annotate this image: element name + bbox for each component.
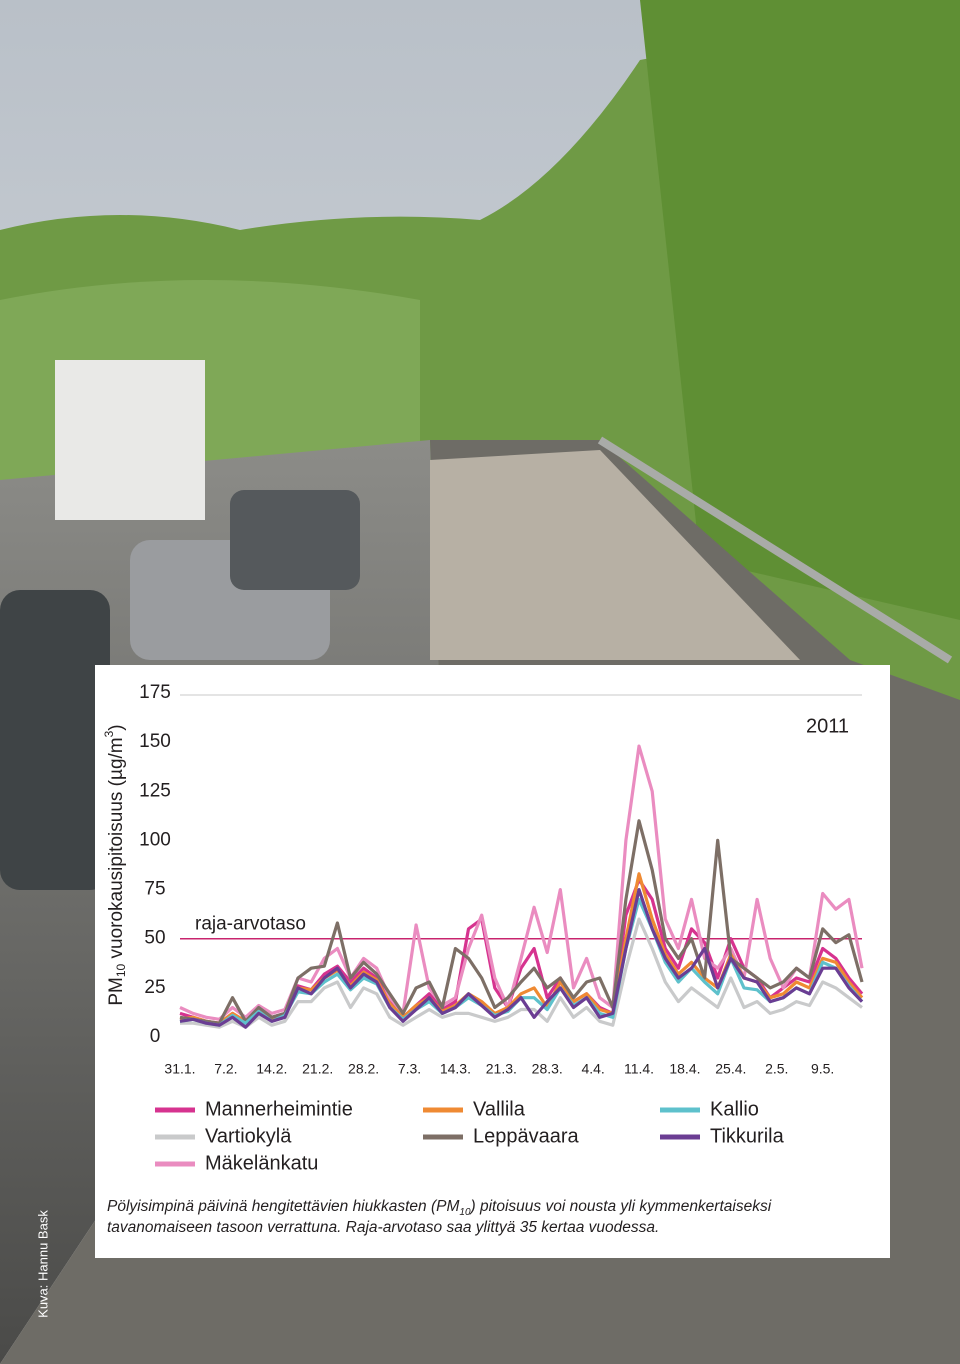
legend-label: Kallio xyxy=(710,1098,759,1120)
photo-credit: Kuva: Hannu Bask xyxy=(35,1210,50,1318)
series-line xyxy=(179,888,864,1029)
x-tick-label: 31.1. xyxy=(164,1061,195,1077)
legend-label: Mäkelänkatu xyxy=(205,1152,318,1174)
chart: 0 25 50 75 100 125 150 175 31.1. 7.2. 14.2. 21.2. 28… xyxy=(139,682,864,1174)
legend-label: Tikkurila xyxy=(710,1125,785,1147)
x-tick-label: 25.4. xyxy=(715,1061,746,1077)
x-tick-label: 18.4. xyxy=(669,1061,700,1077)
x-tick-label: 28.3. xyxy=(532,1061,563,1077)
y-tick-label: 50 xyxy=(144,928,165,949)
caption: Pölyisimpinä päivinä hengitettävien hiuk… xyxy=(107,1198,772,1218)
x-tick-label: 21.2. xyxy=(302,1061,333,1077)
x-tick-label: 28.2. xyxy=(348,1061,379,1077)
y-tick-label: 125 xyxy=(139,780,171,801)
y-tick-label: 175 xyxy=(139,682,171,703)
y-axis-label: PM10 vuorokausipitoisuus (µg/m3) xyxy=(102,724,128,1005)
x-tick-label: 4.4. xyxy=(581,1061,604,1077)
legend-label: Vallila xyxy=(473,1098,526,1120)
caption: tavanomaiseen tasoon verrattuna. Raja-ar… xyxy=(107,1219,659,1236)
x-tick-label: 2.5. xyxy=(765,1061,788,1077)
caption-part: Pölyisimpinä päivinä hengitettävien hiuk… xyxy=(107,1198,459,1215)
caption-part: ) pitoisuus voi nousta yli kymmenkertais… xyxy=(469,1198,772,1215)
y-axis-label-sup: 3 xyxy=(102,730,116,737)
limit-label: raja-arvotaso xyxy=(195,914,306,935)
y-tick-label: 100 xyxy=(139,829,171,850)
x-tick-label: 14.2. xyxy=(256,1061,287,1077)
y-tick-label: 150 xyxy=(139,731,171,752)
legend-label: Mannerheimintie xyxy=(205,1098,353,1120)
x-tick-label: 14.3. xyxy=(440,1061,471,1077)
y-axis-label-part: vuorokausipitoisuus (µg/m xyxy=(106,737,127,963)
year-label: 2011 xyxy=(806,715,849,737)
y-tick-label: 75 xyxy=(144,879,165,900)
y-axis-label-part: ) xyxy=(106,724,127,730)
y-axis-label-part: PM xyxy=(106,977,127,1006)
x-tick-label: 9.5. xyxy=(811,1061,834,1077)
legend-label: Vartiokylä xyxy=(205,1125,292,1147)
y-tick-label: 25 xyxy=(144,977,165,998)
x-tick-label: 21.3. xyxy=(486,1061,517,1077)
series-line xyxy=(179,819,864,1025)
x-tick-label: 7.2. xyxy=(214,1061,237,1077)
y-tick-label: 0 xyxy=(150,1026,161,1047)
caption-sub: 10 xyxy=(459,1207,471,1218)
legend-label: Leppävaara xyxy=(473,1125,580,1147)
series-line xyxy=(180,917,863,1029)
y-axis-label-sub: 10 xyxy=(114,963,128,977)
x-tick-label: 11.4. xyxy=(624,1061,654,1077)
x-tick-label: 7.3. xyxy=(398,1061,421,1077)
